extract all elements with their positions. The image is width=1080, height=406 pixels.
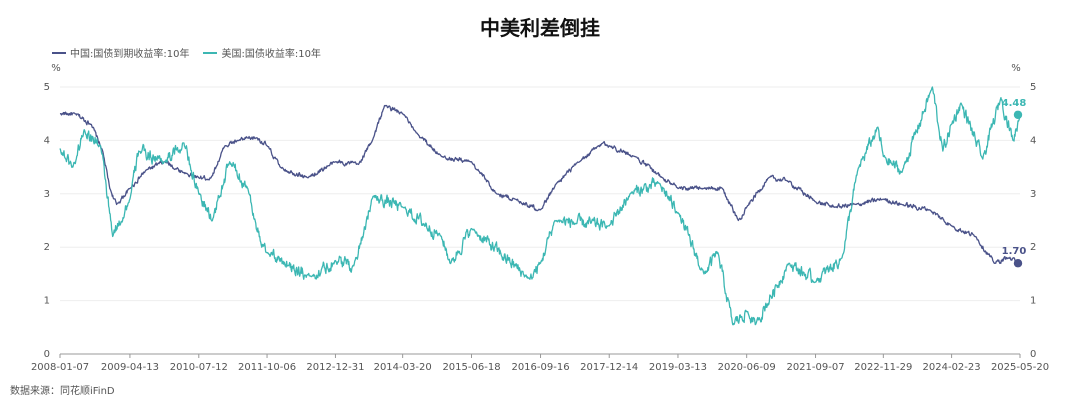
legend-swatch-china bbox=[52, 51, 66, 54]
y-tick-right-0: 0 bbox=[1030, 349, 1036, 360]
y-tick-right-2: 2 bbox=[1030, 242, 1036, 253]
y-tick-left-4: 4 bbox=[44, 135, 50, 146]
chart-gridlines bbox=[60, 86, 1020, 302]
x-tick-label-12: 2022-11-29 bbox=[854, 362, 912, 373]
legend-item-china[interactable]: 中国:国债到期收益率:10年 bbox=[52, 45, 189, 60]
x-tick-label-4: 2012-12-31 bbox=[306, 362, 364, 373]
chart-series bbox=[59, 86, 1021, 326]
x-tick-label-5: 2014-03-20 bbox=[374, 362, 432, 373]
legend-label-china: 中国:国债到期收益率:10年 bbox=[70, 49, 190, 60]
series-end-label-1: 4.48 bbox=[1002, 98, 1027, 109]
series-end-marker-1 bbox=[1013, 110, 1023, 119]
x-tick-label-8: 2017-12-14 bbox=[580, 362, 638, 373]
legend-item-us[interactable]: 美国:国债收益率:10年 bbox=[203, 45, 321, 60]
y-tick-left-1: 1 bbox=[44, 296, 50, 307]
legend-label-us: 美国:国债收益率:10年 bbox=[221, 49, 321, 60]
y-tick-right-5: 5 bbox=[1030, 82, 1036, 93]
data-source-note: 数据来源：同花顺iFinD bbox=[10, 386, 115, 397]
chart-end-markers: 1.70 4.48 bbox=[1002, 98, 1027, 268]
y-tick-left-5: 5 bbox=[44, 82, 50, 93]
series-end-label-0: 1.70 bbox=[1002, 246, 1027, 257]
y-tick-right-3: 3 bbox=[1030, 189, 1036, 200]
x-tick-label-10: 2020-06-09 bbox=[718, 362, 776, 373]
y-unit-left: % bbox=[51, 63, 61, 74]
y-unit-right: % bbox=[1011, 63, 1021, 74]
x-tick-label-9: 2019-03-13 bbox=[649, 362, 707, 373]
series-line-0 bbox=[59, 104, 1021, 266]
y-tick-right-1: 1 bbox=[1030, 296, 1036, 307]
y-tick-left-0: 0 bbox=[44, 349, 50, 360]
x-tick-label-2: 2010-07-12 bbox=[170, 362, 228, 373]
series-line-1 bbox=[59, 86, 1021, 326]
x-tick-label-6: 2015-06-18 bbox=[442, 362, 500, 373]
y-tick-left-2: 2 bbox=[44, 242, 50, 253]
chart-legend: 中国:国债到期收益率:10年 美国:国债收益率:10年 bbox=[52, 45, 321, 60]
chart-title: 中美利差倒挂 bbox=[480, 16, 600, 40]
x-tick-label-1: 2009-04-13 bbox=[101, 362, 159, 373]
series-end-marker-0 bbox=[1013, 259, 1023, 268]
x-tick-label-11: 2021-09-07 bbox=[786, 362, 844, 373]
x-tick-label-13: 2024-02-23 bbox=[923, 362, 981, 373]
y-tick-left-3: 3 bbox=[44, 189, 50, 200]
x-tick-label-0: 2008-01-07 bbox=[31, 362, 89, 373]
x-tick-label-7: 2016-09-16 bbox=[511, 362, 569, 373]
x-tick-label-14: 2025-05-20 bbox=[991, 362, 1049, 373]
x-tick-label-3: 2011-10-06 bbox=[238, 362, 296, 373]
y-tick-right-4: 4 bbox=[1030, 135, 1036, 146]
legend-swatch-us bbox=[203, 51, 218, 54]
chart-axes: 0 0 1 1 2 2 3 3 4 4 5 5% % 2008-01-07 2009-04-13 2010-0… bbox=[31, 63, 1049, 373]
